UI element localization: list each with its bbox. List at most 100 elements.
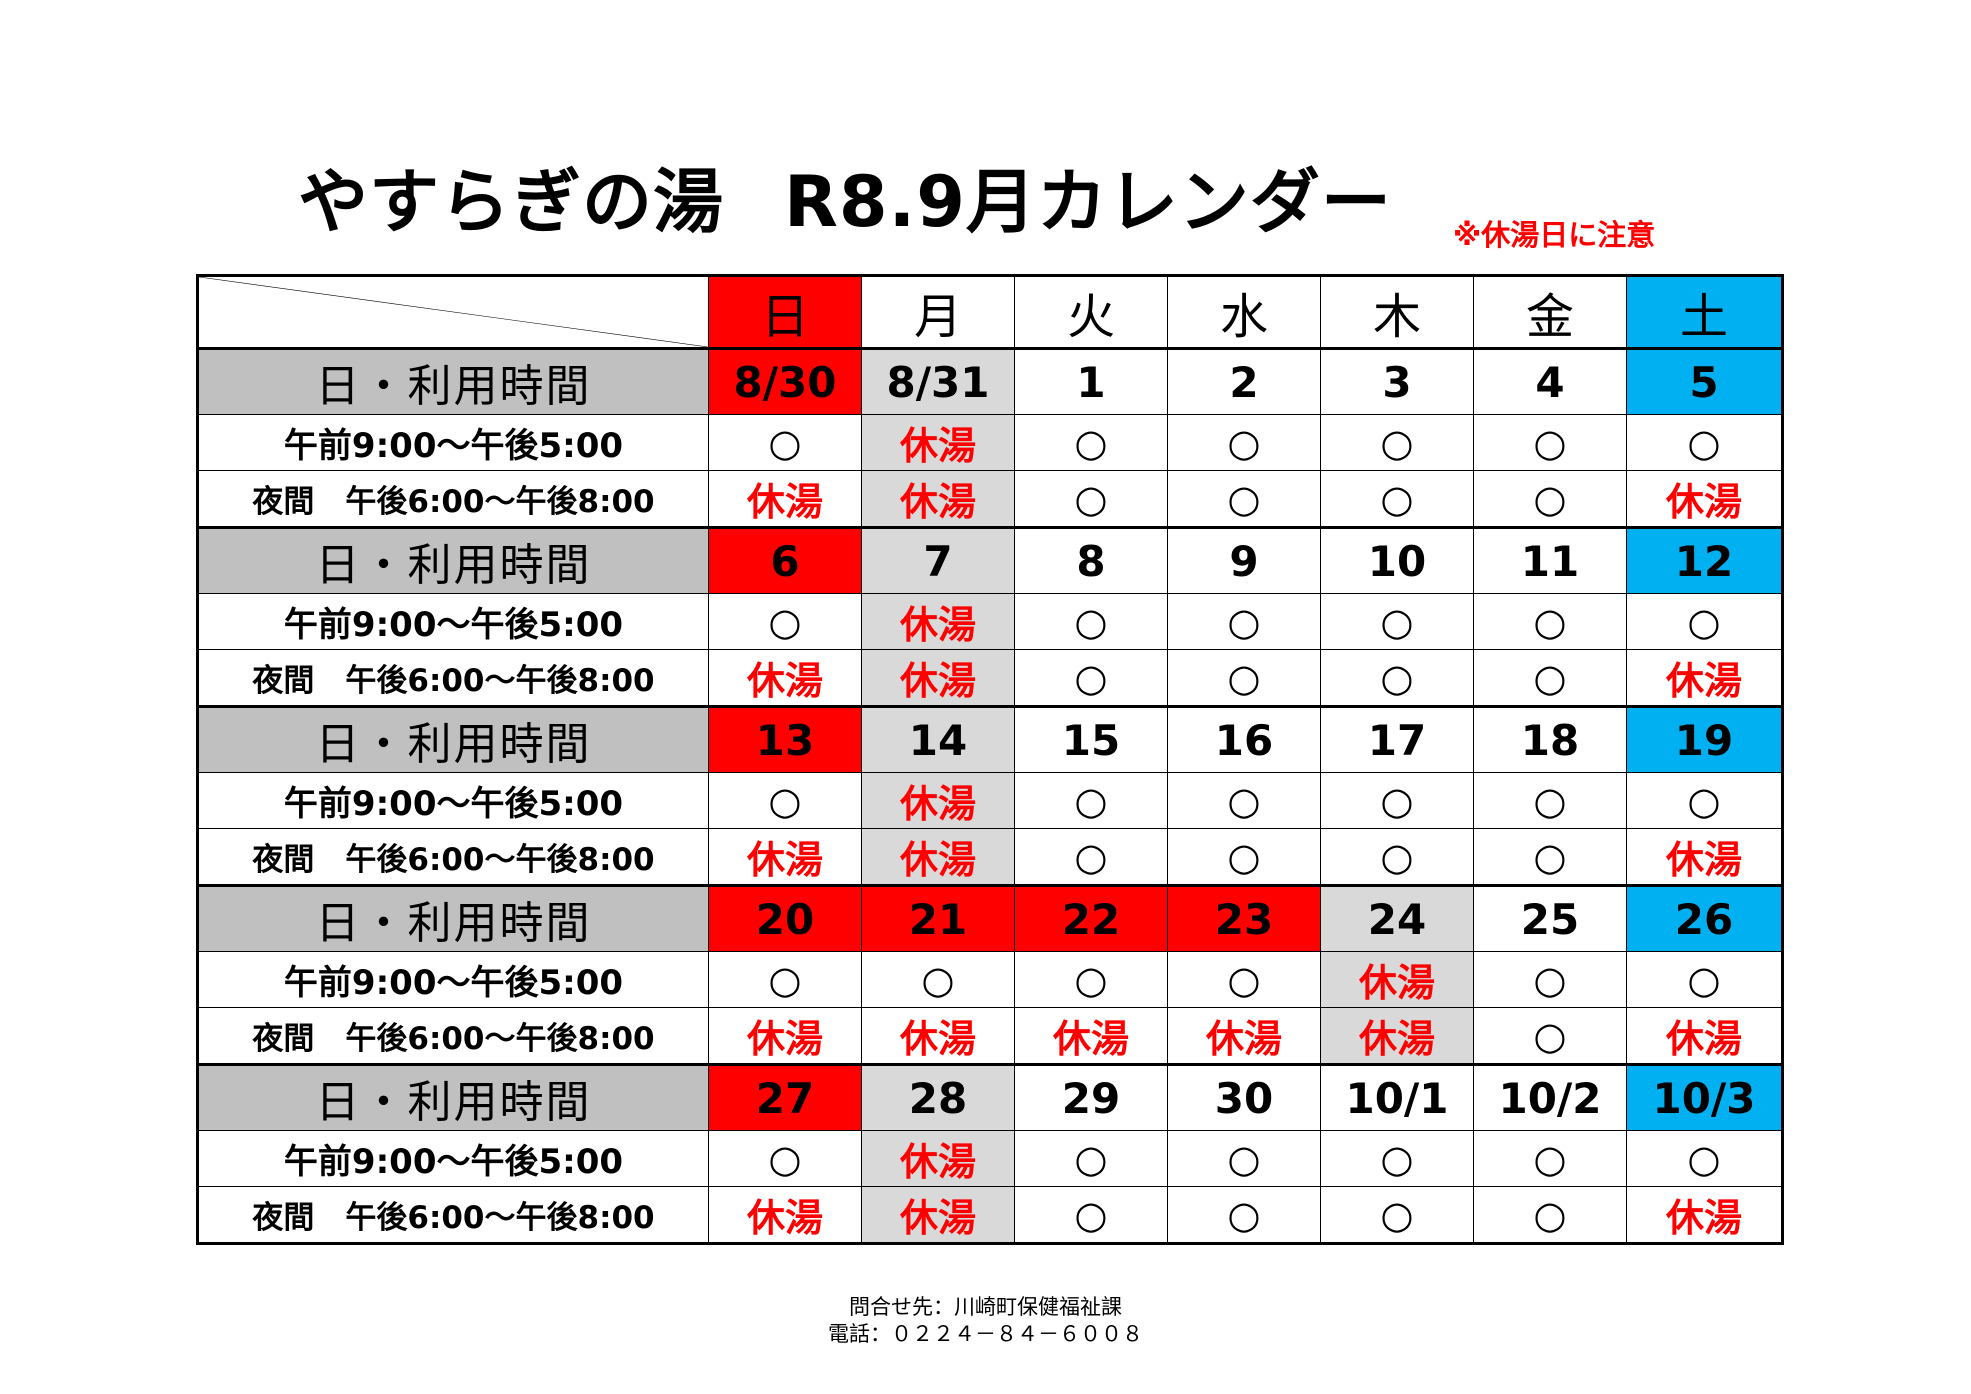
date-row-label: 日・利用時間 [197,527,709,594]
status-open: ○ [1014,951,1168,1008]
calendar-table: 日月火水木金土日・利用時間 8/30 8/31 1 2 3 4 5 午前9:00～午後5:00 ○… [196,274,1784,1245]
date-cell: 24 [1320,885,1474,952]
date-cell: 15 [1014,706,1168,773]
night-hours-label: 夜間 午後6:00～午後8:00 [197,828,709,887]
status-open: ○ [1626,593,1783,650]
status-open: ○ [1014,414,1168,471]
status-open: ○ [1320,772,1474,829]
date-cell: 8/30 [708,348,862,415]
status-open: ○ [1014,593,1168,650]
status-closed: 休湯 [1626,1186,1783,1245]
status-open: ○ [708,593,862,650]
status-closed: 休湯 [861,828,1015,887]
week-5-date-row: 日・利用時間 27 28 29 30 10/1 10/2 10/3 [197,1064,1783,1131]
title-main: やすらぎの湯 [298,161,724,243]
status-open: ○ [1320,1186,1474,1245]
status-closed: 休湯 [1320,1007,1474,1066]
date-cell: 4 [1473,348,1627,415]
contact-info: 問合せ先：川崎町保健福祉課 電話：０２２４－８４－６００８ [0,1294,1971,1348]
weekday-tuesday: 火 [1014,275,1168,350]
date-row-label: 日・利用時間 [197,706,709,773]
status-open: ○ [1167,1130,1321,1187]
night-hours-label: 夜間 午後6:00～午後8:00 [197,649,709,708]
status-open: ○ [1014,1130,1168,1187]
day-hours-label: 午前9:00～午後5:00 [197,951,709,1008]
date-cell: 10/3 [1626,1064,1783,1131]
status-open: ○ [708,951,862,1008]
status-closed: 休湯 [861,593,1015,650]
weekday-header-row: 日月火水木金土 [197,275,1783,350]
date-cell: 6 [708,527,862,594]
status-closed: 休湯 [708,1186,862,1245]
diagonal-line [199,277,708,347]
date-cell: 10/1 [1320,1064,1474,1131]
status-closed: 休湯 [861,772,1015,829]
date-cell: 10/2 [1473,1064,1627,1131]
day-hours-label: 午前9:00～午後5:00 [197,593,709,650]
status-open: ○ [1473,593,1627,650]
status-closed: 休湯 [708,828,862,887]
date-cell: 9 [1167,527,1321,594]
status-open: ○ [1167,1186,1321,1245]
status-open: ○ [861,951,1015,1008]
night-hours-label: 夜間 午後6:00～午後8:00 [197,1007,709,1066]
status-closed: 休湯 [1626,1007,1783,1066]
contact-line-phone: 電話：０２２４－８４－６００８ [828,1322,1143,1346]
status-closed: 休湯 [708,1007,862,1066]
status-closed: 休湯 [1167,1007,1321,1066]
status-open: ○ [1320,649,1474,708]
status-open: ○ [708,414,862,471]
week-2-night-row: 夜間 午後6:00～午後8:00 休湯 休湯 ○ ○ ○ ○ 休湯 [197,649,1783,708]
week-5-night-row: 夜間 午後6:00～午後8:00 休湯 休湯 ○ ○ ○ ○ 休湯 [197,1186,1783,1245]
night-hours-label: 夜間 午後6:00～午後8:00 [197,470,709,529]
status-closed: 休湯 [1320,951,1474,1008]
weekday-sunday: 日 [708,275,862,350]
status-closed: 休湯 [861,1186,1015,1245]
status-open: ○ [1320,593,1474,650]
status-open: ○ [1626,414,1783,471]
status-open: ○ [1473,772,1627,829]
date-cell: 20 [708,885,862,952]
date-cell: 11 [1473,527,1627,594]
status-open: ○ [1167,772,1321,829]
date-cell: 5 [1626,348,1783,415]
weekday-friday: 金 [1473,275,1627,350]
weekday-saturday: 土 [1626,275,1783,350]
status-open: ○ [1473,470,1627,529]
weekday-wednesday: 水 [1167,275,1321,350]
week-3-night-row: 夜間 午後6:00～午後8:00 休湯 休湯 ○ ○ ○ ○ 休湯 [197,828,1783,887]
date-row-label: 日・利用時間 [197,885,709,952]
status-open: ○ [1320,828,1474,887]
closed-day-note: ※休湯日に注意 [1453,218,1656,252]
status-closed: 休湯 [708,649,862,708]
date-cell: 18 [1473,706,1627,773]
date-cell: 14 [861,706,1015,773]
date-cell: 25 [1473,885,1627,952]
weekday-thursday: 木 [1320,275,1474,350]
date-cell: 3 [1320,348,1474,415]
status-open: ○ [1014,470,1168,529]
status-open: ○ [1473,1130,1627,1187]
date-cell: 27 [708,1064,862,1131]
night-hours-label: 夜間 午後6:00～午後8:00 [197,1186,709,1245]
status-open: ○ [1473,951,1627,1008]
week-3-day-row: 午前9:00～午後5:00 ○ 休湯 ○ ○ ○ ○ ○ [197,772,1783,829]
date-cell: 28 [861,1064,1015,1131]
status-open: ○ [1473,828,1627,887]
day-hours-label: 午前9:00～午後5:00 [197,414,709,471]
date-cell: 7 [861,527,1015,594]
status-open: ○ [1626,772,1783,829]
status-closed: 休湯 [1626,828,1783,887]
status-open: ○ [1167,649,1321,708]
date-cell: 13 [708,706,862,773]
date-cell: 8 [1014,527,1168,594]
status-closed: 休湯 [861,470,1015,529]
status-closed: 休湯 [861,1130,1015,1187]
status-closed: 休湯 [1014,1007,1168,1066]
date-cell: 23 [1167,885,1321,952]
week-1-date-row: 日・利用時間 8/30 8/31 1 2 3 4 5 [197,348,1783,415]
title-subtitle: R8.9月カレンダー [784,161,1392,243]
status-closed: 休湯 [1626,470,1783,529]
status-open: ○ [1626,951,1783,1008]
date-cell: 2 [1167,348,1321,415]
